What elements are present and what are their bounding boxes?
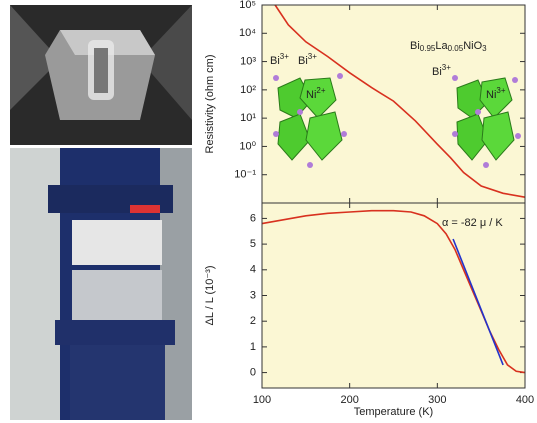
x-axis-label: Temperature (K) bbox=[354, 406, 433, 418]
ion-charge: 3+ bbox=[442, 63, 451, 72]
annotation: α = -82 μ / K bbox=[442, 217, 503, 229]
x-tick-label: 400 bbox=[516, 394, 534, 406]
y-axis-label: Resistivity (ohm cm) bbox=[204, 54, 216, 153]
y-tick-label: 3 bbox=[250, 289, 256, 301]
y-tick-label: 1 bbox=[250, 341, 256, 353]
y-tick-label: 0 bbox=[250, 366, 256, 378]
y-tick-label: 2 bbox=[250, 315, 256, 327]
ion-symbol: Bi bbox=[432, 66, 442, 78]
y-tick-label: 10⁰ bbox=[239, 140, 256, 152]
y-axis-label: ΔL / L (10⁻³) bbox=[204, 265, 216, 325]
ion-symbol: Bi bbox=[270, 55, 280, 67]
ion-symbol: Ni bbox=[306, 89, 316, 101]
ion-symbol: Ni bbox=[486, 89, 496, 101]
y-tick-label: 4 bbox=[250, 264, 256, 276]
y-tick-label: 10⁵ bbox=[239, 0, 256, 11]
formula-part: NiO bbox=[463, 40, 482, 52]
formula-part: Bi bbox=[410, 40, 420, 52]
x-tick-label: 100 bbox=[253, 394, 271, 406]
y-tick-label: 10² bbox=[240, 84, 256, 96]
photo-cell bbox=[10, 5, 192, 145]
subscript: 3 bbox=[482, 44, 487, 53]
ion-symbol: Bi bbox=[298, 55, 308, 67]
subscript: 0.05 bbox=[448, 44, 464, 53]
y-tick-label: 5 bbox=[250, 238, 256, 250]
y-tick-label: 6 bbox=[250, 212, 256, 224]
subscript: 0.95 bbox=[420, 44, 436, 53]
formula-part: La bbox=[435, 40, 448, 52]
y-tick-label: 10⁻¹ bbox=[234, 169, 256, 181]
ion-charge: 2+ bbox=[316, 86, 325, 95]
ion-charge: 3+ bbox=[308, 52, 317, 61]
plot-background bbox=[262, 203, 525, 388]
y-tick-label: 10³ bbox=[240, 55, 256, 67]
figure: 10⁻¹ 10⁰ 10¹ 10² 10³ 10⁴ 10⁵ Resistivity (ohm c… bbox=[0, 0, 537, 423]
y-tick-label: 10¹ bbox=[240, 112, 256, 124]
x-tick-label: 300 bbox=[428, 394, 446, 406]
y-tick-label: 10⁴ bbox=[239, 27, 256, 39]
x-tick-label: 200 bbox=[340, 394, 358, 406]
ion-charge: 3+ bbox=[496, 86, 505, 95]
ion-charge: 3+ bbox=[280, 52, 289, 61]
photo-press bbox=[10, 148, 192, 420]
